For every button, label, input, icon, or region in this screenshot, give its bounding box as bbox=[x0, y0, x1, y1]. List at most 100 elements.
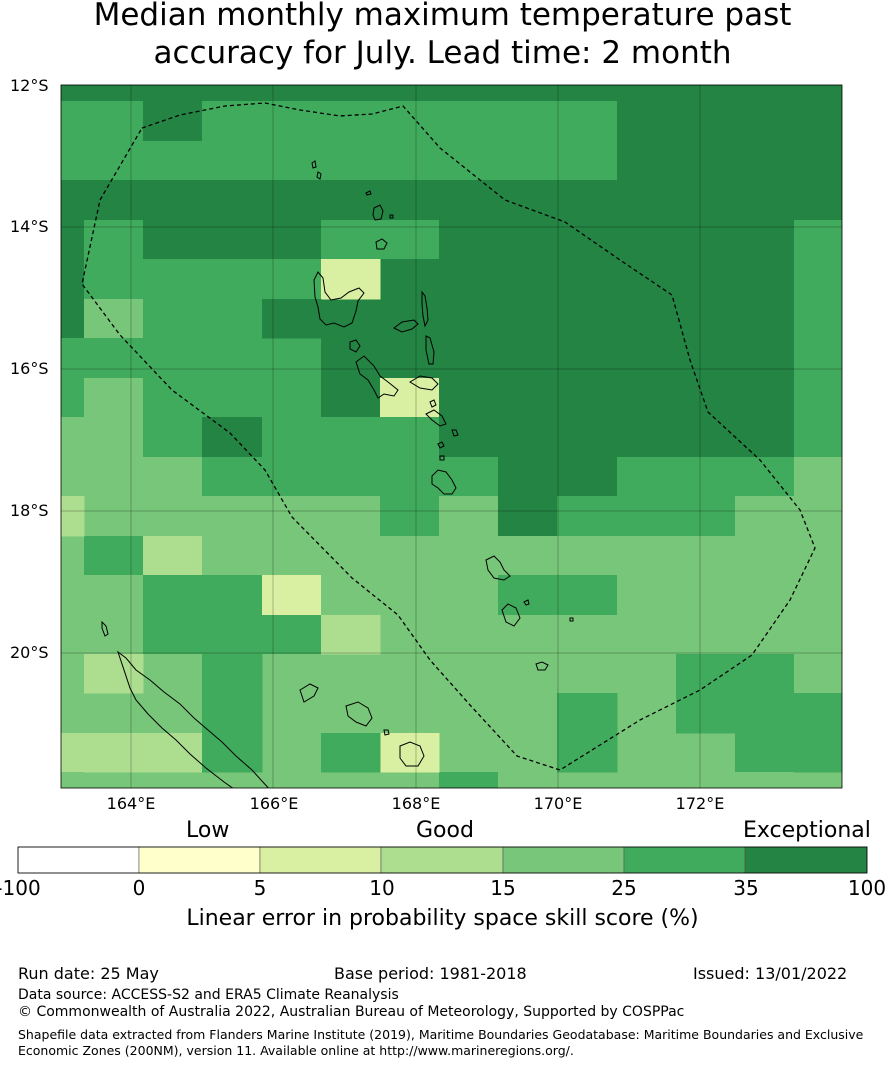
skill-cell bbox=[557, 141, 618, 181]
skill-cell bbox=[557, 417, 618, 458]
skill-cell bbox=[61, 101, 85, 142]
skill-cell bbox=[202, 496, 263, 537]
skill-cell bbox=[380, 220, 440, 260]
colorbar-tick: 25 bbox=[611, 876, 637, 900]
skill-cell bbox=[617, 338, 677, 379]
skill-cell bbox=[557, 496, 618, 537]
island-banks-4 bbox=[389, 214, 394, 219]
colorbar-tick: 35 bbox=[733, 876, 759, 900]
category-good: Good bbox=[416, 818, 474, 843]
title-line-2: accuracy for July. Lead time: 2 month bbox=[153, 35, 732, 71]
skill-cell bbox=[84, 85, 144, 102]
island-epi bbox=[425, 409, 447, 427]
map-title: Median monthly maximum temperature past … bbox=[0, 0, 885, 72]
skill-cell bbox=[143, 772, 203, 788]
skill-cell bbox=[794, 772, 842, 788]
skill-cell bbox=[380, 772, 440, 788]
issued-date: Issued: 13/01/2022 bbox=[693, 964, 848, 983]
skill-cell bbox=[557, 259, 618, 300]
shapefile-credit-2: Economic Zones (200NM), version 11. Avai… bbox=[18, 1043, 574, 1058]
skill-cell bbox=[557, 575, 618, 616]
island-tiga bbox=[383, 729, 390, 736]
skill-cell bbox=[676, 338, 736, 379]
lat-label-12s: 12°S bbox=[10, 76, 49, 95]
island-banks-3 bbox=[375, 238, 388, 250]
category-low: Low bbox=[186, 818, 230, 843]
skill-cell bbox=[262, 338, 322, 379]
skill-cell bbox=[498, 141, 558, 181]
eez-boundary bbox=[81, 102, 816, 771]
skill-cell bbox=[735, 299, 795, 339]
skill-cell bbox=[143, 417, 203, 458]
lon-label-164e: 164°E bbox=[106, 794, 156, 813]
skill-cell bbox=[735, 615, 795, 655]
skill-cell bbox=[380, 575, 440, 616]
skill-cell bbox=[794, 575, 842, 616]
skill-cell bbox=[262, 378, 322, 418]
skill-cell bbox=[676, 654, 736, 694]
skill-cell bbox=[262, 259, 322, 300]
colorbar-tick: 10 bbox=[369, 876, 395, 900]
skill-cell bbox=[617, 457, 677, 497]
skill-cell bbox=[794, 417, 842, 458]
skill-cell bbox=[498, 180, 558, 221]
skill-cell bbox=[202, 220, 263, 260]
skill-cell bbox=[735, 378, 795, 418]
skill-cell bbox=[61, 85, 85, 102]
island-espiritu-santo bbox=[313, 271, 365, 328]
skill-cell bbox=[676, 496, 736, 537]
skill-cell bbox=[143, 378, 203, 418]
island-mare bbox=[399, 741, 425, 767]
skill-cell bbox=[321, 733, 381, 773]
skill-cell bbox=[498, 457, 558, 497]
title-line-1: Median monthly maximum temperature past bbox=[93, 0, 792, 33]
island-lifou bbox=[345, 701, 373, 727]
skill-cell bbox=[676, 180, 736, 221]
skill-cell bbox=[84, 259, 144, 300]
skill-cell bbox=[380, 536, 440, 576]
colorbar-swatch bbox=[380, 846, 504, 874]
skill-cell bbox=[321, 654, 381, 694]
island-maewo bbox=[421, 290, 429, 328]
skill-cell bbox=[498, 378, 558, 418]
skill-cell bbox=[735, 259, 795, 300]
island-shepherd-2 bbox=[437, 441, 445, 449]
skill-cell bbox=[143, 536, 203, 576]
island-aneityum bbox=[535, 661, 549, 671]
skill-cell bbox=[498, 417, 558, 458]
lon-label-166e: 166°E bbox=[249, 794, 299, 813]
skill-cell bbox=[498, 338, 558, 379]
lat-label-20s: 20°S bbox=[10, 643, 49, 662]
skill-cell bbox=[202, 615, 263, 655]
skill-cell bbox=[439, 615, 499, 655]
skill-cell bbox=[794, 733, 842, 773]
skill-cell bbox=[61, 772, 85, 788]
skill-cell bbox=[61, 338, 85, 379]
skill-cell bbox=[380, 180, 440, 221]
skill-cell bbox=[84, 496, 144, 537]
skill-cell bbox=[380, 338, 440, 379]
skill-cell bbox=[262, 654, 322, 694]
skill-cell bbox=[557, 338, 618, 379]
skill-cell bbox=[617, 536, 677, 576]
skill-cell bbox=[735, 496, 795, 537]
skill-cell bbox=[794, 299, 842, 339]
skill-cell bbox=[676, 733, 736, 773]
skill-cell bbox=[202, 101, 263, 142]
skill-cell bbox=[143, 693, 203, 734]
skill-cell bbox=[498, 772, 558, 788]
skill-cell bbox=[676, 220, 736, 260]
colorbar-frame bbox=[17, 846, 868, 874]
lat-label-16s: 16°S bbox=[10, 359, 49, 378]
skill-cell bbox=[676, 693, 736, 734]
skill-cell bbox=[143, 496, 203, 537]
skill-cell bbox=[794, 141, 842, 181]
run-date: Run date: 25 May bbox=[18, 964, 159, 983]
skill-cell bbox=[735, 141, 795, 181]
skill-cell bbox=[439, 85, 499, 102]
colorbar-tick: 5 bbox=[253, 876, 267, 900]
skill-cell bbox=[84, 220, 144, 260]
skill-cell bbox=[61, 733, 85, 773]
skill-cell bbox=[498, 615, 558, 655]
skill-cell bbox=[735, 733, 795, 773]
